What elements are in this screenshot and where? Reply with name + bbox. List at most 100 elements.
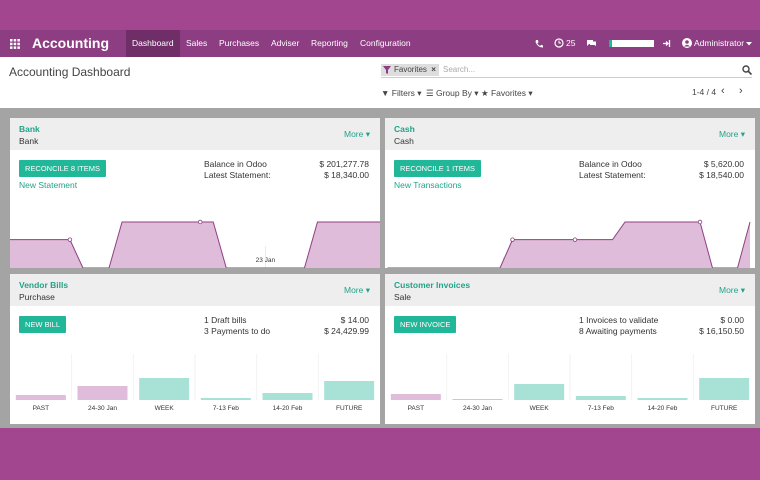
row-label[interactable]: Latest Statement: — [579, 170, 646, 180]
clock-icon[interactable] — [554, 38, 564, 48]
action-button[interactable]: NEW INVOICE — [394, 316, 457, 333]
row-value: $ 0.00 — [720, 315, 744, 325]
card-title[interactable]: Customer Invoices — [394, 280, 471, 290]
search-icon[interactable] — [742, 65, 752, 75]
row-label[interactable]: 8 Awaiting payments — [579, 326, 657, 336]
row-value: $ 5,620.00 — [703, 159, 744, 169]
chart: PAST 24-30 Jan WEEK 7-13 Feb 14-20 Feb FUTURE — [390, 354, 750, 412]
facet[interactable]: Favorites × — [381, 64, 439, 76]
search-input[interactable]: Search... — [443, 65, 476, 74]
row-label: Balance in Odoo — [579, 159, 642, 169]
x-tick-label: 14-20 Feb — [273, 405, 303, 412]
menu-item[interactable]: Configuration — [360, 38, 411, 48]
menu-item[interactable]: Dashboard — [126, 30, 180, 57]
row-value: $ 18,340.00 — [324, 170, 369, 180]
apps-icon[interactable] — [10, 39, 20, 49]
bar — [575, 396, 626, 400]
bar — [390, 394, 441, 400]
card-header: Cash Cash More ▾ — [385, 118, 755, 150]
card-subtitle: Cash — [394, 136, 414, 146]
area — [10, 221, 380, 268]
avatar[interactable] — [682, 38, 692, 48]
action-button[interactable]: NEW BILL — [19, 316, 67, 333]
x-tick-label: 24-30 Jan — [88, 405, 117, 412]
x-tick-label: WEEK — [155, 405, 175, 412]
row-label[interactable]: 1 Invoices to validate — [579, 315, 659, 325]
caret: ▾ — [363, 129, 370, 139]
card-header: Vendor Bills Purchase More ▾ — [10, 274, 380, 306]
chat-icon[interactable] — [586, 38, 597, 48]
card: Bank Bank More ▾ RECONCILE 8 ITEMS New State… — [10, 118, 380, 268]
x-tick-label: 7-13 Feb — [213, 405, 239, 412]
card: Vendor Bills Purchase More ▾ NEW BILL 1 Draf… — [10, 274, 380, 424]
line — [387, 221, 751, 268]
card-title[interactable]: Vendor Bills — [19, 280, 69, 290]
chart: 13 Jan18 Jan23 Jan28 Jan — [387, 219, 751, 268]
groupby-menu[interactable]: ☰ Group By ▾ — [426, 88, 479, 98]
point — [697, 219, 703, 225]
card-link[interactable]: New Transactions — [394, 180, 462, 190]
more-label: More — [718, 129, 739, 139]
caret: ▾ — [738, 129, 745, 139]
row-label[interactable]: Latest Statement: — [204, 170, 271, 180]
more-menu[interactable]: More ▾ — [344, 285, 370, 296]
x-tick-label: 23 Jan — [256, 257, 276, 264]
page-title: Accounting Dashboard — [9, 65, 131, 79]
bar — [514, 384, 565, 400]
bar — [15, 395, 66, 400]
card-subtitle: Bank — [19, 136, 39, 146]
more-label: More — [343, 285, 364, 295]
card-title[interactable]: Bank — [19, 124, 40, 134]
more-menu[interactable]: More ▾ — [719, 285, 745, 296]
x-tick-label: 14-20 Feb — [648, 405, 678, 412]
bar — [452, 399, 503, 400]
point — [198, 219, 203, 225]
pager-next[interactable]: › — [739, 85, 743, 97]
bar — [77, 386, 128, 400]
favorites-menu[interactable]: ★ Favorites ▾ — [481, 88, 533, 98]
more-menu[interactable]: More ▾ — [719, 129, 745, 140]
app-name: Accounting — [32, 35, 109, 51]
row-value: $ 24,429.99 — [324, 326, 369, 336]
phone-icon[interactable] — [534, 39, 544, 49]
row-value: $ 201,277.78 — [319, 159, 369, 169]
more-menu[interactable]: More ▾ — [344, 129, 370, 140]
card: Cash Cash More ▾ RECONCILE 1 ITEMS New Trans… — [385, 118, 755, 268]
row-value: $ 16,150.50 — [699, 326, 744, 336]
x-tick-label: 7-13 Feb — [588, 405, 614, 412]
activity-count[interactable]: 25 — [566, 38, 576, 48]
bar — [262, 393, 313, 400]
facet-remove[interactable]: × — [431, 65, 436, 74]
x-tick-label: WEEK — [530, 405, 550, 412]
search-box[interactable]: Favorites × Search... — [381, 63, 752, 78]
action-button[interactable]: RECONCILE 1 ITEMS — [394, 160, 482, 177]
row-label[interactable]: 1 Draft bills — [204, 315, 247, 325]
x-tick-label: PAST — [33, 405, 50, 412]
pager-prev[interactable]: ‹ — [721, 85, 725, 97]
pager: 1-4 / 4 — [692, 87, 717, 97]
menu-item[interactable]: Purchases — [219, 38, 260, 48]
user-name[interactable]: Administrator — [694, 38, 745, 48]
area — [387, 221, 750, 268]
filter-icon — [383, 66, 391, 74]
row-value: $ 14.00 — [340, 315, 369, 325]
chart: 8 Jan13 Jan18 Jan23 Jan28 Jan — [10, 219, 380, 268]
row-label[interactable]: 3 Payments to do — [204, 326, 271, 336]
point — [67, 237, 73, 242]
action-button[interactable]: RECONCILE 8 ITEMS — [19, 160, 107, 177]
menu-item[interactable]: Sales — [186, 38, 208, 48]
card-link[interactable]: New Statement — [19, 180, 78, 190]
card-title[interactable]: Cash — [394, 124, 415, 134]
menu-item[interactable]: Reporting — [311, 38, 348, 48]
filters-label: Filters — [391, 88, 415, 98]
filters-menu[interactable]: ▼ Filters ▾ — [381, 88, 422, 98]
bar — [699, 378, 750, 400]
groupby-label: Group By — [435, 88, 472, 98]
menu-item[interactable]: Adviser — [271, 38, 300, 48]
point — [510, 237, 515, 242]
bar — [324, 381, 375, 400]
caret — [746, 42, 752, 46]
logout-icon[interactable] — [662, 39, 671, 48]
point — [572, 237, 578, 242]
